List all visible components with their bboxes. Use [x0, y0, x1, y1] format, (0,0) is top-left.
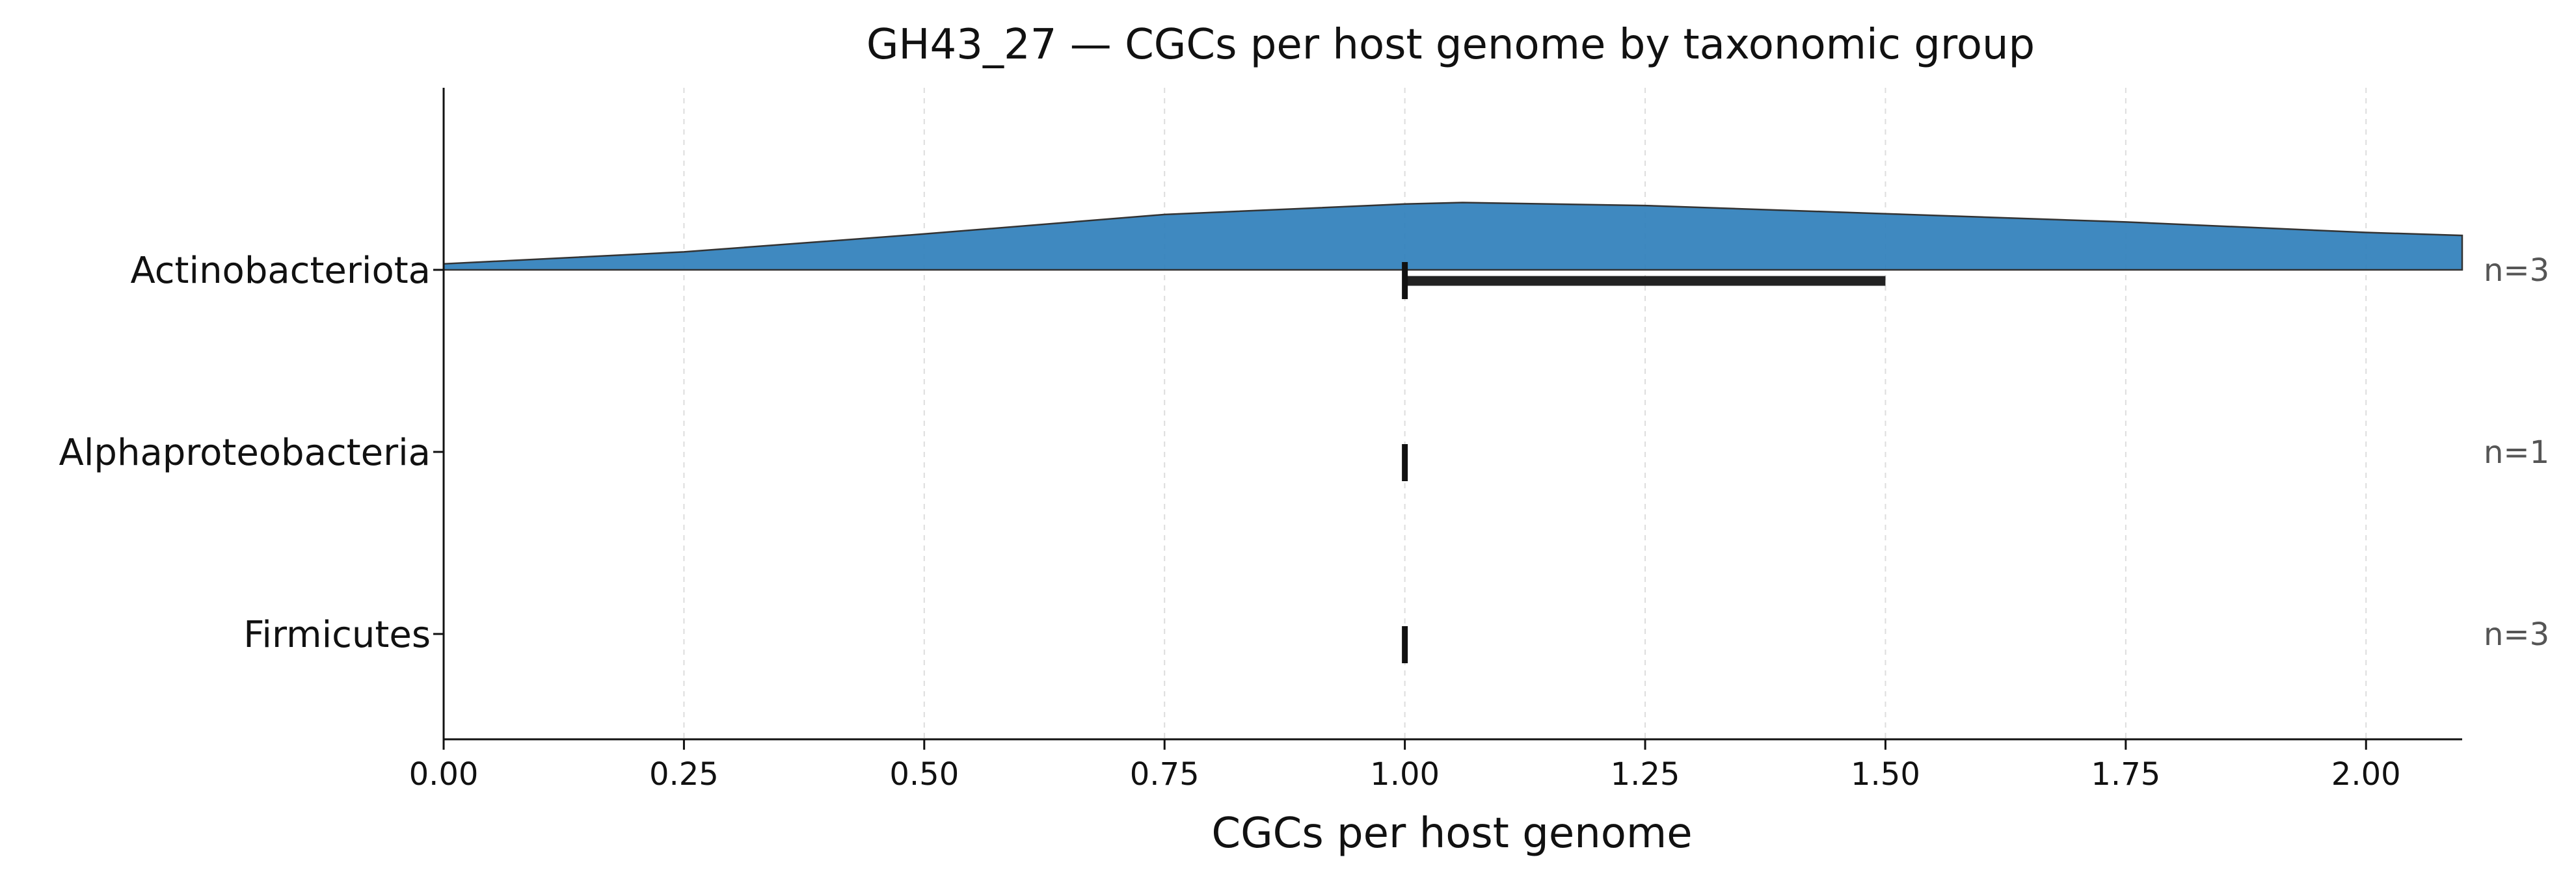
x-tick-label: 2.00	[2331, 756, 2401, 793]
x-tick-label: 1.25	[1611, 756, 1680, 793]
x-tick-label: 0.50	[889, 756, 959, 793]
x-gridlines	[683, 88, 2367, 739]
iqr-markers	[1402, 262, 1886, 663]
sample-size-label: n=3	[2484, 252, 2549, 289]
x-tick-label: 1.00	[1370, 756, 1440, 793]
x-tick-label: 1.75	[2091, 756, 2160, 793]
axes	[442, 88, 2462, 741]
y-tick-labels: Actinobacteriota Alphaproteobacteria Firmi…	[59, 250, 444, 656]
y-tick-label: Actinobacteriota	[130, 250, 431, 292]
violins	[442, 202, 2463, 271]
sample-size-label: n=1	[2484, 434, 2549, 471]
x-tick-label: 1.50	[1851, 756, 1920, 793]
x-tick-labels: 0.00 0.25 0.50 0.75 1.00 1.25 1.50 1.75 2.00	[409, 739, 2401, 793]
x-tick-label: 0.75	[1130, 756, 1200, 793]
sample-size-labels: n=3 n=1 n=3	[2484, 252, 2549, 653]
sample-size-label: n=3	[2484, 616, 2549, 653]
x-tick-label: 0.25	[649, 756, 719, 793]
x-tick-label: 0.00	[409, 756, 479, 793]
x-axis-label: CGCs per host genome	[1211, 810, 1692, 858]
violin-actinobacteriota	[442, 202, 2463, 271]
chart-title: GH43_27 — CGCs per host genome by taxono…	[866, 21, 2035, 69]
y-tick-label: Firmicutes	[243, 614, 431, 656]
y-tick-label: Alphaproteobacteria	[59, 432, 431, 474]
